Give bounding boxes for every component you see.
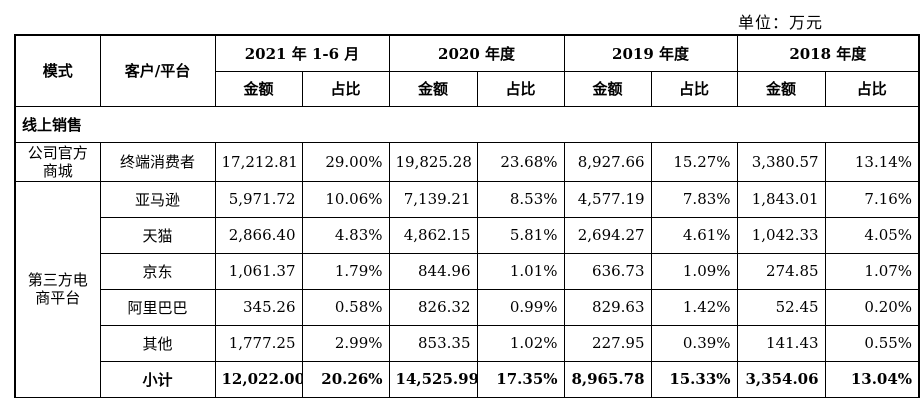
cell: 13.14% bbox=[824, 141, 920, 182]
cell: 20.26% bbox=[301, 360, 390, 398]
cell: 4,577.19 bbox=[563, 180, 652, 218]
row-name: 京东 bbox=[99, 252, 216, 290]
cell: 345.26 bbox=[214, 288, 303, 326]
header-amount: 金额 bbox=[214, 70, 303, 107]
cell: 13.04% bbox=[824, 360, 920, 398]
cell: 15.33% bbox=[650, 360, 738, 398]
cell: 3,354.06 bbox=[736, 360, 826, 398]
cell: 1,042.33 bbox=[736, 216, 826, 254]
sales-table: 模式 客户/平台 2021 年 1-6 月 2020 年度 2019 年度 20… bbox=[14, 34, 921, 398]
cell: 0.58% bbox=[301, 288, 390, 326]
cell: 227.95 bbox=[563, 324, 652, 362]
cell: 853.35 bbox=[388, 324, 478, 362]
cell: 52.45 bbox=[736, 288, 826, 326]
table-row: 京东 1,061.37 1.79% 844.96 1.01% 636.73 1.… bbox=[15, 252, 920, 290]
cell: 1,777.25 bbox=[214, 324, 303, 362]
section-row: 线上销售 bbox=[14, 105, 920, 143]
table-row: 公司官方商城 终端消费者 17,212.81 29.00% 19,825.28 … bbox=[14, 141, 920, 182]
header-period: 2018 年度 bbox=[736, 34, 920, 72]
header-ratio: 占比 bbox=[824, 70, 920, 107]
cell: 826.32 bbox=[388, 288, 478, 326]
header-period: 2019 年度 bbox=[563, 34, 738, 72]
cell: 8,965.78 bbox=[563, 360, 652, 398]
header-customer: 客户/平台 bbox=[99, 34, 216, 107]
cell: 4.83% bbox=[301, 216, 390, 254]
unit-label: 单位：万元 bbox=[738, 13, 824, 32]
cell: 5.81% bbox=[476, 216, 565, 254]
header-period: 2021 年 1-6 月 bbox=[214, 34, 390, 72]
header-ratio: 占比 bbox=[301, 70, 390, 107]
cell: 1.07% bbox=[824, 252, 920, 290]
row-name: 天猫 bbox=[99, 216, 216, 254]
cell: 844.96 bbox=[388, 252, 478, 290]
cell: 829.63 bbox=[563, 288, 652, 326]
row-name: 终端消费者 bbox=[99, 141, 216, 182]
cell: 0.55% bbox=[824, 324, 920, 362]
header-ratio: 占比 bbox=[650, 70, 738, 107]
group-third-party: 第三方电商平台 bbox=[14, 180, 101, 398]
cell: 2.99% bbox=[301, 324, 390, 362]
cell: 7,139.21 bbox=[388, 180, 478, 218]
cell: 1.01% bbox=[476, 252, 565, 290]
cell: 17.35% bbox=[476, 360, 565, 398]
cell: 15.27% bbox=[650, 141, 738, 182]
cell: 2,694.27 bbox=[563, 216, 652, 254]
row-name: 小计 bbox=[99, 360, 216, 398]
cell: 7.16% bbox=[824, 180, 920, 218]
cell: 0.99% bbox=[476, 288, 565, 326]
row-name: 亚马逊 bbox=[99, 180, 216, 218]
cell: 1.79% bbox=[301, 252, 390, 290]
row-name: 其他 bbox=[99, 324, 216, 362]
header-ratio: 占比 bbox=[476, 70, 565, 107]
table-row-subtotal: 小计 12,022.00 20.26% 14,525.99 17.35% 8,9… bbox=[15, 360, 920, 398]
header-row-2: 金额 占比 金额 占比 金额 占比 金额 占比 bbox=[15, 70, 920, 107]
cell: 4.61% bbox=[650, 216, 738, 254]
cell: 1.09% bbox=[650, 252, 738, 290]
table-row: 其他 1,777.25 2.99% 853.35 1.02% 227.95 0.… bbox=[15, 324, 920, 362]
header-row-1: 模式 客户/平台 2021 年 1-6 月 2020 年度 2019 年度 20… bbox=[14, 34, 920, 107]
cell: 8.53% bbox=[476, 180, 565, 218]
cell: 10.06% bbox=[301, 180, 390, 218]
cell: 1,843.01 bbox=[736, 180, 826, 218]
header-amount: 金额 bbox=[388, 70, 478, 107]
cell: 141.43 bbox=[736, 324, 826, 362]
cell: 274.85 bbox=[736, 252, 826, 290]
group-official: 公司官方商城 bbox=[14, 141, 101, 182]
cell: 19,825.28 bbox=[388, 141, 478, 182]
section-online-label: 线上销售 bbox=[14, 105, 920, 143]
table-row: 第三方电商平台 亚马逊 5,971.72 10.06% 7,139.21 8.5… bbox=[14, 180, 920, 398]
header-mode: 模式 bbox=[14, 34, 101, 107]
cell: 1,061.37 bbox=[214, 252, 303, 290]
cell: 4,862.15 bbox=[388, 216, 478, 254]
cell: 29.00% bbox=[301, 141, 390, 182]
header-amount: 金额 bbox=[736, 70, 826, 107]
cell: 636.73 bbox=[563, 252, 652, 290]
cell: 17,212.81 bbox=[214, 141, 303, 182]
cell: 23.68% bbox=[476, 141, 565, 182]
cell: 0.39% bbox=[650, 324, 738, 362]
table-row: 天猫 2,866.40 4.83% 4,862.15 5.81% 2,694.2… bbox=[15, 216, 920, 254]
header-amount: 金额 bbox=[563, 70, 652, 107]
cell: 14,525.99 bbox=[388, 360, 478, 398]
header-period: 2020 年度 bbox=[388, 34, 565, 72]
cell: 5,971.72 bbox=[214, 180, 303, 218]
cell: 3,380.57 bbox=[736, 141, 826, 182]
cell: 4.05% bbox=[824, 216, 920, 254]
table-row: 阿里巴巴 345.26 0.58% 826.32 0.99% 829.63 1.… bbox=[15, 288, 920, 326]
cell: 12,022.00 bbox=[214, 360, 303, 398]
row-name: 阿里巴巴 bbox=[99, 288, 216, 326]
cell: 1.42% bbox=[650, 288, 738, 326]
cell: 0.20% bbox=[824, 288, 920, 326]
cell: 1.02% bbox=[476, 324, 565, 362]
cell: 7.83% bbox=[650, 180, 738, 218]
cell: 2,866.40 bbox=[214, 216, 303, 254]
cell: 8,927.66 bbox=[563, 141, 652, 182]
